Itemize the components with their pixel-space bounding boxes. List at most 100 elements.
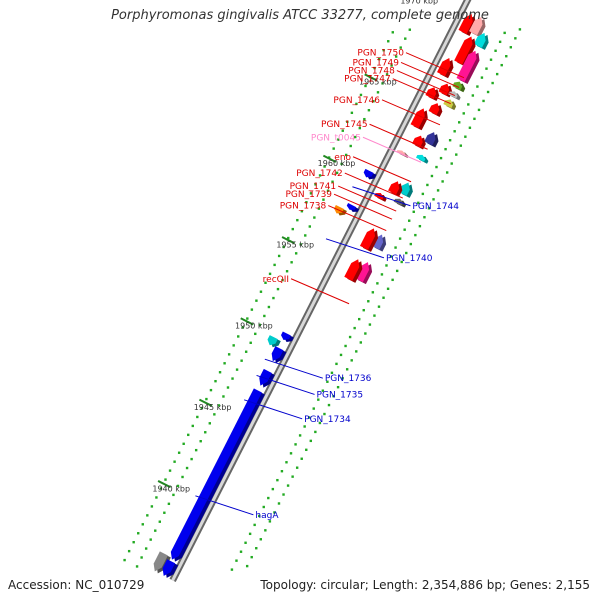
orf-dot	[376, 282, 378, 284]
orf-dot	[394, 246, 396, 248]
orf-dot	[441, 180, 443, 182]
orf-dot	[476, 85, 478, 87]
orf-dot	[272, 297, 274, 299]
svg-text:PGN_1745: PGN_1745	[321, 120, 368, 130]
forward-gene-label[interactable]: recQII	[263, 275, 349, 304]
orf-dot	[178, 452, 180, 454]
orf-dot	[282, 493, 284, 495]
orf-dot	[301, 458, 303, 460]
reverse-gene-arrow[interactable]	[334, 205, 347, 216]
orf-dot	[276, 479, 278, 481]
forward-gene-arrow[interactable]	[424, 132, 438, 147]
orf-dot	[499, 41, 501, 43]
orf-dot	[278, 502, 280, 504]
orf-dot	[245, 351, 247, 353]
genome-summary-text: Topology: circular; Length: 2,354,886 bp…	[260, 578, 590, 592]
orf-dot	[136, 565, 138, 567]
orf-dot	[232, 344, 234, 346]
accession-text: Accession: NC_010729	[8, 578, 144, 592]
orf-dot	[246, 565, 248, 567]
orf-dot	[437, 189, 439, 191]
orf-dot	[364, 332, 366, 334]
orf-dot	[223, 362, 225, 364]
orf-dot	[464, 136, 466, 138]
orf-dot	[419, 225, 421, 227]
svg-text:PGN_1744: PGN_1744	[412, 202, 459, 212]
svg-text:PGN_1738: PGN_1738	[280, 202, 327, 212]
orf-dot	[408, 220, 410, 222]
orf-dot	[235, 559, 237, 561]
forward-gene-arrow[interactable]	[429, 103, 443, 117]
orf-dot	[501, 64, 503, 66]
orf-dot	[260, 291, 262, 293]
orf-dot	[172, 494, 174, 496]
orf-dot	[335, 363, 337, 365]
orf-dot	[163, 512, 165, 514]
map-title: Porphyromonas gingivalis ATCC 33277, com…	[0, 8, 600, 23]
orf-dot	[304, 234, 306, 236]
orf-dot	[187, 434, 189, 436]
reverse-gene-arrow[interactable]	[364, 169, 377, 180]
orf-dot	[299, 434, 301, 436]
orf-dot	[205, 398, 207, 400]
orf-dot	[173, 460, 175, 462]
orf-dot	[377, 91, 379, 93]
orf-dot	[381, 273, 383, 275]
orf-dot	[290, 452, 292, 454]
orf-dot	[310, 440, 312, 442]
orf-dot	[358, 318, 360, 320]
orf-dot	[253, 524, 255, 526]
orf-dot	[481, 76, 483, 78]
forward-gene-arrow[interactable]	[416, 155, 428, 164]
reverse-gene-arrow[interactable]	[281, 331, 294, 342]
orf-dot	[423, 216, 425, 218]
orf-dot	[451, 162, 453, 164]
svg-text:PGN_1742: PGN_1742	[296, 169, 343, 179]
orf-dot	[140, 556, 142, 558]
orf-dot	[296, 219, 298, 221]
forward-gene-arrow[interactable]	[438, 84, 452, 98]
forward-gene-label[interactable]: PGN_1738	[280, 202, 387, 231]
orf-dot	[264, 529, 266, 531]
orf-dot	[340, 354, 342, 356]
scale-tick-label: 1970 kbp	[400, 0, 438, 5]
orf-dot	[487, 91, 489, 93]
orf-dot	[478, 109, 480, 111]
orf-dot	[482, 100, 484, 102]
scale-tick-label: 1950 kbp	[235, 322, 273, 331]
orf-dot	[268, 306, 270, 308]
reverse-gene-arrow[interactable]	[171, 388, 265, 561]
orf-dot	[164, 478, 166, 480]
orf-dot	[214, 380, 216, 382]
svg-text:PGN_1736: PGN_1736	[325, 374, 372, 384]
orf-dot	[182, 443, 184, 445]
orf-dot	[373, 314, 375, 316]
forward-gene-arrow[interactable]	[474, 33, 489, 50]
orf-dot	[382, 297, 384, 299]
orf-dot	[399, 237, 401, 239]
orf-dot	[422, 193, 424, 195]
orf-dot	[227, 386, 229, 388]
orf-dot	[263, 506, 265, 508]
orf-dot	[391, 279, 393, 281]
orf-dot	[403, 228, 405, 230]
orf-dot	[494, 50, 496, 52]
orf-dot	[246, 317, 248, 319]
reverse-gene-arrow[interactable]	[268, 335, 281, 347]
orf-dot	[237, 335, 239, 337]
orf-dot	[472, 94, 474, 96]
orf-dot	[463, 112, 465, 114]
svg-text:PGN_1750: PGN_1750	[357, 49, 404, 59]
orf-dot	[503, 32, 505, 34]
svg-text:PGN_1735: PGN_1735	[317, 390, 364, 400]
forward-gene-arrow[interactable]	[360, 228, 378, 252]
orf-dot	[444, 148, 446, 150]
orf-dot	[286, 270, 288, 272]
scale-tick: 1955 kbp	[276, 237, 314, 249]
orf-dot	[222, 395, 224, 397]
orf-dot	[296, 467, 298, 469]
orf-dot	[396, 270, 398, 272]
orf-dot	[367, 300, 369, 302]
orf-dot	[204, 431, 206, 433]
